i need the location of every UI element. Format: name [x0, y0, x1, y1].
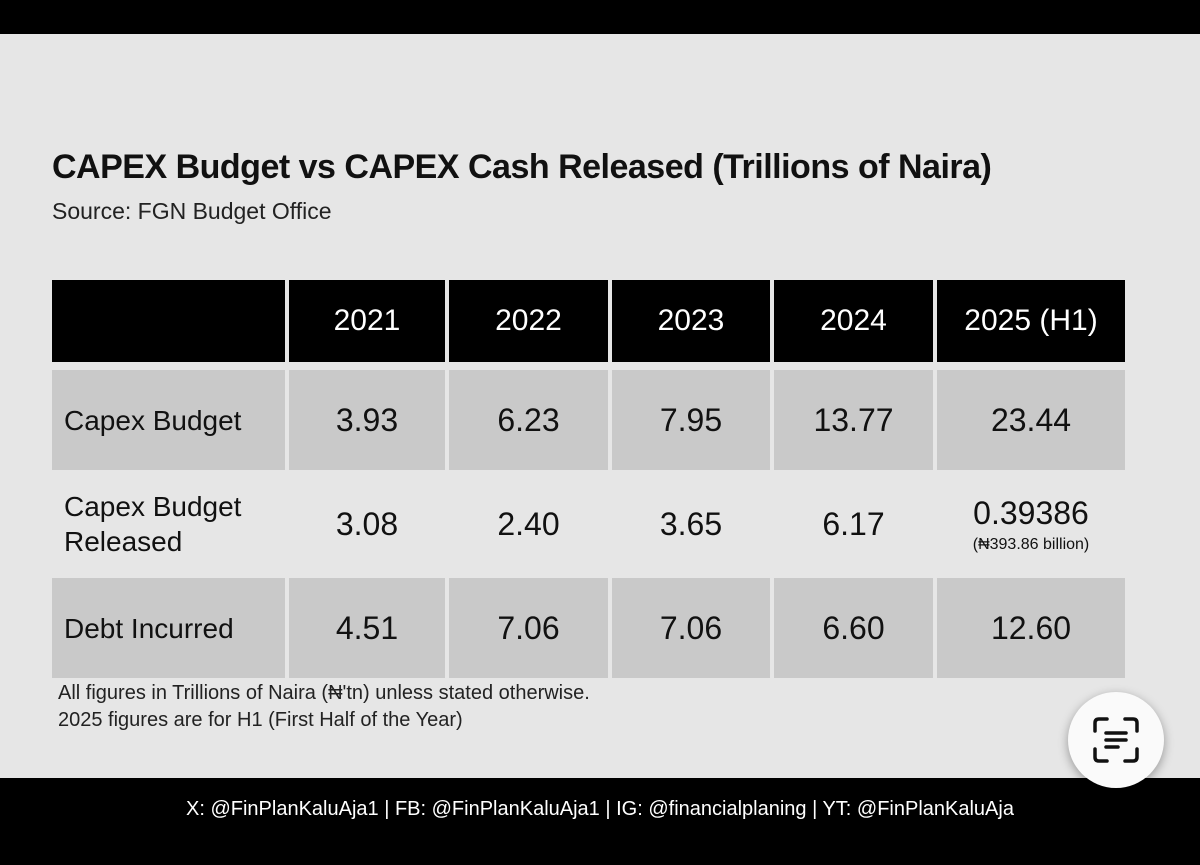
cell-debt-2023: 7.06 [612, 578, 770, 678]
cell-capex-budget-2022: 6.23 [449, 370, 608, 470]
source-line: Source: FGN Budget Office [52, 198, 332, 224]
cell-capex-released-2021: 3.08 [335, 505, 399, 542]
header-2025-h1: 2025 (H1) [937, 280, 1125, 362]
text-scan-button[interactable] [1068, 692, 1164, 788]
footnote-units: All figures in Trillions of Naira (₦'tn)… [58, 682, 590, 704]
capex-table: 2021 2022 2023 2024 2025 (H1) Capex Budg… [52, 245, 1126, 680]
footnote-h1: 2025 figures are for H1 (First Half of t… [58, 709, 463, 731]
cell-debt-2021: 4.51 [289, 578, 445, 678]
cell-debt-2024: 6.60 [774, 578, 933, 678]
row-label-debt-incurred: Debt Incurred [52, 578, 285, 678]
header-2022: 2022 [449, 280, 608, 362]
cell-capex-budget-2023: 7.95 [612, 370, 770, 470]
header-corner [52, 280, 285, 362]
row-label-capex-released: Capex Budget Released [64, 491, 242, 557]
cell-capex-budget-2024: 13.77 [774, 370, 933, 470]
text-scan-icon [1093, 717, 1139, 763]
social-footer: X: @FinPlanKaluAja1 | FB: @FinPlanKaluAj… [186, 797, 1014, 820]
cell-capex-released-2023: 3.65 [659, 505, 723, 542]
cell-capex-released-2025-note: (₦393.86 billion) [972, 535, 1090, 553]
header-2024: 2024 [774, 280, 933, 362]
row-label-capex-budget: Capex Budget [52, 370, 285, 470]
cell-capex-budget-2021: 3.93 [289, 370, 445, 470]
footnotes: All figures in Trillions of Naira (₦'tn)… [58, 680, 590, 734]
header-2021: 2021 [289, 280, 445, 362]
page-title: CAPEX Budget vs CAPEX Cash Released (Tri… [52, 148, 992, 186]
cell-capex-released-2022: 2.40 [497, 505, 560, 542]
cell-capex-released-2024: 6.17 [822, 505, 885, 542]
cell-capex-budget-2025: 23.44 [937, 370, 1125, 470]
cell-capex-released-2025-value: 0.39386 [973, 494, 1089, 531]
header-2023: 2023 [612, 280, 770, 362]
cell-debt-2022: 7.06 [449, 578, 608, 678]
cell-debt-2025: 12.60 [937, 578, 1125, 678]
cell-capex-released-2025: 0.39386 (₦393.86 billion) [937, 474, 1125, 574]
